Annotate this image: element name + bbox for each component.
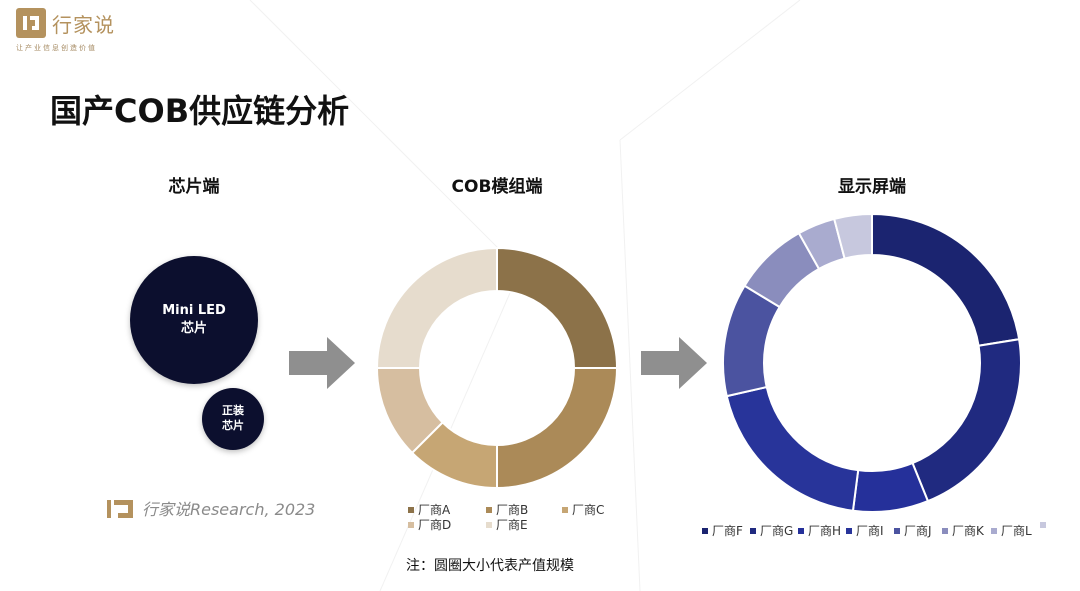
legend-label: 厂商B [496,503,529,517]
legend-item: 厂商K [942,522,984,539]
bubble-flip-chip: 正装 芯片 [202,388,264,450]
brand-tagline: 让产业信息创造价值 [16,44,97,52]
legend-swatch [408,506,414,513]
legend-label: 厂商A [418,503,451,517]
brand-name: 行家说 [52,13,115,37]
legend-label: 厂商D [418,518,452,532]
arrow-right-icon [641,337,707,389]
donut-slice-cob-0 [496,246,619,369]
legend-swatch [894,527,900,534]
legend-label: 厂商I [856,524,884,538]
legend-label: 厂商C [572,503,605,517]
legend-swatch [1040,522,1046,528]
legend-item: 厂商F [702,522,743,539]
donut-slice-display-3 [725,385,860,512]
legend-item: 厂商A [408,501,450,518]
legend-label: 厂商K [952,524,984,538]
legend-item: 厂商D [408,516,451,533]
legend-swatch [798,527,804,534]
legend-swatch [486,521,492,528]
section-title-chip: 芯片端 [168,177,220,197]
legend-swatch [702,527,708,534]
legend-label: 厂商J [904,524,932,538]
donut-slice-display-1 [911,338,1022,503]
source-credit: 行家说Research, 2023 [106,496,315,520]
legend-swatch [991,527,997,534]
legend-swatch [750,527,756,534]
legend-label: 厂商E [496,518,528,532]
legend-swatch [562,506,568,513]
source-text: 行家说Research, 2023 [142,500,316,519]
donut-slice-cob-4 [375,246,498,369]
legend-label: 厂商G [760,524,794,538]
legend-item: 厂商H [798,522,841,539]
footnote: 注：圆圈大小代表产值规模 [406,558,574,574]
bubble-mini-led-chip: Mini LED 芯片 [130,256,258,384]
donut-slice-display-7 [832,212,873,260]
legend-swatch [846,527,852,534]
section-title-display: 显示屏端 [838,177,906,197]
legend-item: 厂商B [486,501,528,518]
page-title: 国产COB供应链分析 [50,92,350,130]
legend-item: 厂商I [846,522,884,539]
brand-logo-icon [16,8,46,38]
legend-swatch [942,527,948,534]
donut-slice-cob-1 [496,367,619,490]
brand-logo: 行家说 让产业信息创造价值 [16,8,156,52]
legend-item: 厂商J [894,522,932,539]
legend-swatch [408,521,414,528]
legend-label: 厂商H [808,524,842,538]
legend-swatch [486,506,492,513]
legend-label: 厂商L [1001,524,1032,538]
legend-item: 厂商E [486,516,528,533]
legend-item: 厂商C [562,501,604,518]
legend-item: 厂商G [750,522,793,539]
legend-label: 厂商F [712,524,743,538]
legend-item [1040,522,1050,528]
section-title-cob: COB模组端 [451,177,543,197]
donut-slice-display-0 [871,212,1021,347]
arrow-right-icon [289,337,355,389]
brand-logo-icon [106,496,134,520]
legend-item: 厂商L [991,522,1032,539]
